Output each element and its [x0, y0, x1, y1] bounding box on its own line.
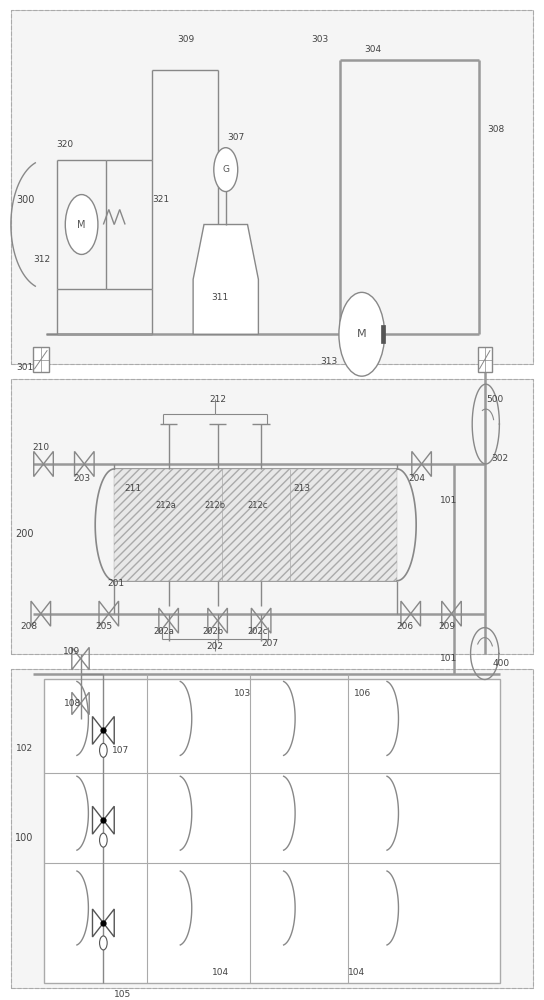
Text: 105: 105 — [114, 990, 132, 999]
Bar — [478, 347, 492, 372]
Text: 101: 101 — [440, 496, 457, 505]
Bar — [11, 379, 533, 654]
Text: 300: 300 — [16, 195, 35, 205]
Text: 313: 313 — [320, 357, 337, 366]
Text: 203: 203 — [73, 474, 90, 483]
Bar — [114, 469, 397, 581]
Text: 400: 400 — [492, 659, 509, 668]
Text: 311: 311 — [211, 293, 228, 302]
Bar — [44, 679, 500, 983]
Circle shape — [100, 743, 107, 757]
Bar — [11, 669, 533, 988]
Text: 202: 202 — [207, 642, 224, 651]
Text: 304: 304 — [364, 45, 381, 54]
Text: 104: 104 — [348, 968, 365, 977]
Bar — [11, 10, 533, 364]
Text: 202c: 202c — [248, 627, 268, 636]
Circle shape — [100, 833, 107, 847]
Text: 213: 213 — [294, 484, 311, 493]
Polygon shape — [193, 225, 258, 334]
Text: 309: 309 — [177, 35, 194, 44]
Bar — [11, 669, 533, 988]
Text: 108: 108 — [64, 699, 81, 708]
Text: 109: 109 — [63, 647, 80, 656]
Text: 100: 100 — [15, 833, 34, 843]
Text: 210: 210 — [33, 443, 50, 452]
Text: 307: 307 — [227, 133, 245, 142]
Text: 201: 201 — [107, 579, 124, 588]
Text: 207: 207 — [261, 639, 278, 648]
Text: 205: 205 — [95, 622, 112, 631]
Text: 321: 321 — [152, 195, 169, 204]
Text: 212c: 212c — [248, 501, 268, 510]
Text: 209: 209 — [438, 622, 455, 631]
Circle shape — [339, 292, 385, 376]
Text: M: M — [77, 220, 86, 230]
Text: M: M — [357, 329, 367, 339]
Text: 212a: 212a — [155, 501, 176, 510]
Text: 500: 500 — [486, 395, 503, 404]
Text: 200: 200 — [15, 529, 34, 539]
Text: 107: 107 — [112, 746, 129, 755]
Circle shape — [65, 195, 98, 254]
Text: G: G — [222, 165, 229, 174]
Text: 106: 106 — [354, 689, 371, 698]
Text: 320: 320 — [56, 140, 73, 149]
Text: 202a: 202a — [153, 627, 174, 636]
Text: 308: 308 — [487, 125, 505, 134]
Bar — [381, 325, 385, 343]
Text: 208: 208 — [21, 622, 38, 631]
Text: 101: 101 — [440, 654, 457, 663]
Text: 302: 302 — [492, 454, 509, 463]
Text: 212b: 212b — [204, 501, 225, 510]
Text: 204: 204 — [408, 474, 425, 483]
Text: 104: 104 — [212, 968, 229, 977]
Text: 211: 211 — [124, 484, 141, 493]
Bar — [33, 347, 49, 372]
Text: 102: 102 — [16, 744, 33, 753]
Circle shape — [100, 936, 107, 950]
Text: 301: 301 — [16, 363, 34, 372]
Text: 212: 212 — [209, 395, 226, 404]
Bar — [11, 10, 533, 364]
Bar — [11, 379, 533, 654]
Text: 303: 303 — [311, 35, 329, 44]
Text: 202b: 202b — [202, 627, 224, 636]
Text: 206: 206 — [396, 622, 413, 631]
Circle shape — [214, 148, 238, 192]
Text: 103: 103 — [234, 689, 251, 698]
Text: 312: 312 — [34, 255, 51, 264]
